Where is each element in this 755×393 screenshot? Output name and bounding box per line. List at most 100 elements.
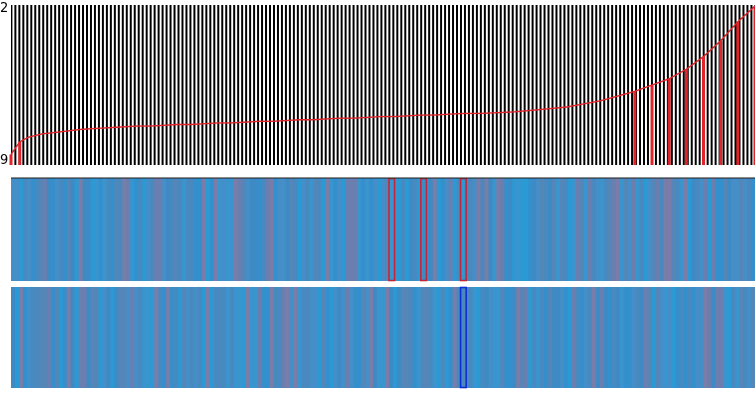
bar [633, 5, 636, 165]
bar [247, 5, 250, 165]
heatmap-cell [691, 178, 696, 281]
heatmap-cell [74, 287, 80, 388]
bar [561, 5, 564, 165]
bar [553, 5, 556, 165]
bar [637, 5, 640, 165]
bar [99, 5, 102, 165]
heatmap-cell [687, 287, 692, 388]
heatmap-cell [114, 178, 120, 281]
bar [211, 5, 214, 165]
bar [513, 5, 516, 165]
heatmap-cell [134, 287, 139, 388]
bar [362, 5, 365, 165]
heatmap-cell [365, 178, 370, 281]
bar [549, 5, 552, 165]
heatmap-cell [241, 178, 247, 281]
heatmap-cell [500, 287, 505, 388]
heatmap-cell [114, 287, 120, 388]
heatmap-cell [504, 178, 509, 281]
heatmap-cell [711, 178, 716, 281]
heatmap-cell [86, 178, 92, 281]
bar [80, 5, 83, 165]
bar [382, 5, 385, 165]
bar [374, 5, 377, 165]
bar [40, 5, 43, 165]
heatmap-cell [548, 287, 553, 388]
heatmap-cell [528, 178, 533, 281]
heatmap-cell [420, 287, 426, 388]
bar [187, 5, 190, 165]
heatmap-cell [349, 287, 354, 388]
heatmap-cell [146, 178, 151, 281]
heatmap-cell [400, 287, 406, 388]
heatmap-cell [448, 287, 454, 388]
bar [557, 5, 560, 165]
bar [680, 5, 683, 165]
heatmap-cell [508, 287, 513, 388]
heatmap-cell [98, 178, 104, 281]
heatmap-cell [504, 287, 509, 388]
bar [330, 5, 333, 165]
heatmap-cell [448, 178, 454, 281]
heatmap-cell [201, 287, 207, 388]
heatmap-cell [233, 287, 239, 388]
bar [601, 5, 604, 165]
heatmap-cell [643, 178, 649, 281]
heatmap-cell [544, 178, 549, 281]
bar [167, 5, 170, 165]
data-point [667, 78, 671, 165]
data-point [719, 40, 723, 166]
heatmap-cell [66, 178, 72, 281]
heatmap-cell [595, 287, 601, 388]
heatmap-cell [575, 287, 581, 388]
heatmap-cell [178, 287, 183, 388]
bar [529, 5, 532, 165]
heatmap-cell [476, 178, 482, 281]
heatmap-cell [420, 178, 426, 281]
bar [465, 5, 468, 165]
bar [306, 5, 309, 165]
heatmap-cell [695, 178, 700, 281]
bar [676, 5, 679, 165]
bar [251, 5, 254, 165]
heatmap-cell [94, 178, 100, 281]
heatmap-cell [98, 287, 104, 388]
heatmap-cell [293, 178, 299, 281]
bar [410, 5, 413, 165]
heatmap-cell [512, 178, 517, 281]
bar [115, 5, 118, 165]
bar [255, 5, 258, 165]
bar [334, 5, 337, 165]
heatmap-cell [388, 178, 394, 281]
heatmap-cell [74, 178, 80, 281]
heatmap-cell [357, 178, 362, 281]
heatmap-cell [595, 178, 601, 281]
data-point [684, 69, 688, 165]
bar [477, 5, 480, 165]
heatmap-cell [552, 178, 557, 281]
heatmap-cell [54, 178, 60, 281]
heatmap-cell [62, 287, 68, 388]
bar [613, 5, 616, 165]
heatmap-cell [667, 287, 673, 388]
heatmap-cell [130, 287, 135, 388]
bar [621, 5, 624, 165]
heatmap-cell [138, 178, 143, 281]
bar [625, 5, 628, 165]
heatmap-cell [715, 178, 720, 281]
heatmap-cell [579, 178, 585, 281]
heatmap-cell [639, 178, 645, 281]
heatmap-cell [667, 178, 673, 281]
heatmap-cell [381, 287, 386, 388]
bar [235, 5, 238, 165]
heatmap-cell [428, 287, 434, 388]
bar [629, 5, 632, 165]
bar [497, 5, 500, 165]
heatmap-cell [484, 178, 490, 281]
heatmap-cell [623, 287, 629, 388]
heatmap-cell [599, 178, 605, 281]
bar [191, 5, 194, 165]
bar [525, 5, 528, 165]
heatmap-cell [166, 178, 171, 281]
heatmap-cell [396, 178, 402, 281]
